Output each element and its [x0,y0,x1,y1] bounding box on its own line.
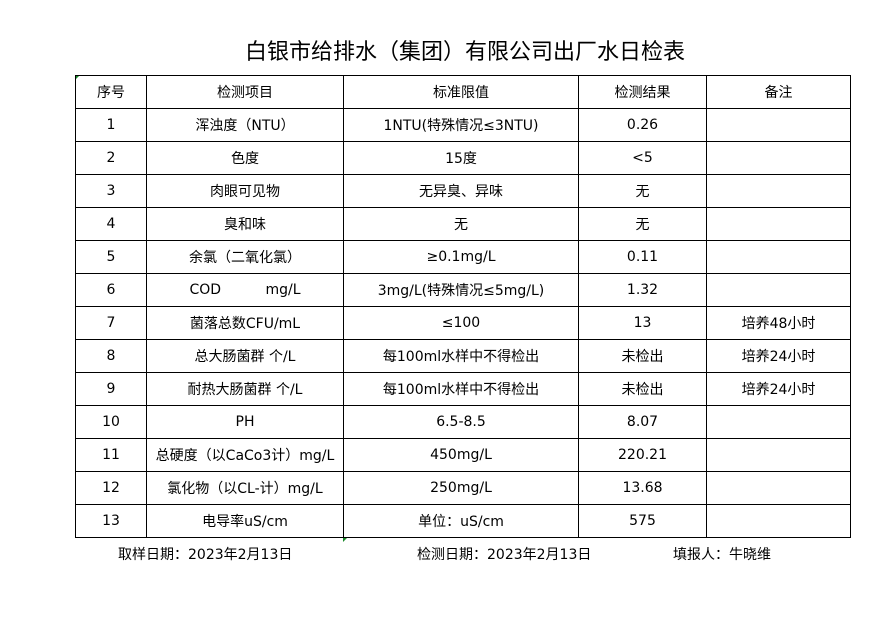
index-cell[interactable]: 9 [75,372,147,406]
standard-cell[interactable]: 15度 [343,141,579,175]
table-row: 8 总大肠菌群 个/L 每100ml水样中不得检出 未检出 培养24小时 [75,339,851,373]
index-cell[interactable]: 11 [75,438,147,472]
standard-cell[interactable]: 每100ml水样中不得检出 [343,372,579,406]
item-cell[interactable]: 菌落总数CFU/mL [146,306,344,340]
note-cell[interactable] [706,207,851,241]
note-cell[interactable] [706,174,851,208]
standard-cell[interactable]: 无异臭、异味 [343,174,579,208]
result-cell[interactable]: 无 [578,174,707,208]
note-cell[interactable] [706,240,851,274]
note-cell[interactable] [706,504,851,538]
item-cell[interactable]: 总硬度（以CaCo3计）mg/L [146,438,344,472]
index-cell[interactable]: 1 [75,108,147,142]
table-row: 10 PH 6.5-8.5 8.07 [75,405,851,439]
standard-cell[interactable]: 450mg/L [343,438,579,472]
item-cell[interactable]: 耐热大肠菌群 个/L [146,372,344,406]
header-row: 序号 检测项目 标准限值 检测结果 备注 [75,75,851,109]
table-row: 5 余氯（二氧化氯） ≥0.1mg/L 0.11 [75,240,851,274]
index-cell[interactable]: 6 [75,273,147,307]
note-cell[interactable] [706,108,851,142]
table-row: 2 色度 15度 <5 [75,141,851,175]
index-cell[interactable]: 7 [75,306,147,340]
standard-cell[interactable]: 标准限值 [343,75,579,109]
standard-cell[interactable]: 250mg/L [343,471,579,505]
item-cell[interactable]: 肉眼可见物 [146,174,344,208]
note-cell[interactable] [706,471,851,505]
note-cell[interactable] [706,438,851,472]
index-cell[interactable]: 4 [75,207,147,241]
result-cell[interactable]: 未检出 [578,372,707,406]
index-cell[interactable]: 12 [75,471,147,505]
result-cell[interactable]: 0.26 [578,108,707,142]
item-cell[interactable]: 余氯（二氧化氯） [146,240,344,274]
note-cell[interactable]: 培养24小时 [706,339,851,373]
table-row: 1 浑浊度（NTU） 1NTU(特殊情况≤3NTU) 0.26 [75,108,851,142]
item-cell[interactable]: 氯化物（以CL-计）mg/L [146,471,344,505]
sample-date: 取样日期：2023年2月13日 [118,547,293,563]
index-cell[interactable]: 3 [75,174,147,208]
standard-cell[interactable]: 1NTU(特殊情况≤3NTU) [343,108,579,142]
table-row: 13 电导率uS/cm 单位：uS/cm 575 [75,504,851,538]
note-cell[interactable]: 培养24小时 [706,372,851,406]
result-cell[interactable]: 未检出 [578,339,707,373]
item-cell[interactable]: 色度 [146,141,344,175]
table-row: 11 总硬度（以CaCo3计）mg/L 450mg/L 220.21 [75,438,851,472]
standard-cell[interactable]: ≥0.1mg/L [343,240,579,274]
result-cell[interactable]: 575 [578,504,707,538]
table-row: 4 臭和味无无 [75,207,851,241]
index-cell[interactable]: 13 [75,504,147,538]
item-cell[interactable]: PH [146,405,344,439]
table-row: 6 COD mg/L 3mg/L(特殊情况≤5mg/L) 1.32 [75,273,851,307]
table-row: 9 耐热大肠菌群 个/L 每100ml水样中不得检出 未检出 培养24小时 [75,372,851,406]
table-row: 12 氯化物（以CL-计）mg/L 250mg/L 13.68 [75,471,851,505]
test-date: 检测日期：2023年2月13日 [417,547,592,563]
standard-cell[interactable]: 单位：uS/cm [343,504,579,538]
result-cell[interactable]: 13 [578,306,707,340]
result-cell[interactable]: 无 [578,207,707,241]
standard-cell[interactable]: 无 [343,207,579,241]
note-cell[interactable] [706,141,851,175]
index-cell[interactable]: 2 [75,141,147,175]
standard-cell[interactable]: 每100ml水样中不得检出 [343,339,579,373]
standard-cell[interactable]: 3mg/L(特殊情况≤5mg/L) [343,273,579,307]
standard-cell[interactable]: ≤100 [343,306,579,340]
index-cell[interactable]: 序号 [75,75,147,109]
note-cell[interactable]: 培养48小时 [706,306,851,340]
item-cell[interactable]: 臭和味 [146,207,344,241]
table-row: 7 菌落总数CFU/mL ≤100 13 培养48小时 [75,306,851,340]
result-cell[interactable]: <5 [578,141,707,175]
item-cell[interactable]: 总大肠菌群 个/L [146,339,344,373]
standard-cell[interactable]: 6.5-8.5 [343,405,579,439]
note-cell[interactable]: 备注 [706,75,851,109]
result-cell[interactable]: 1.32 [578,273,707,307]
item-cell[interactable]: 电导率uS/cm [146,504,344,538]
item-cell[interactable]: 检测项目 [146,75,344,109]
reporter: 填报人：牛晓维 [673,547,771,563]
page-title: 白银市给排水（集团）有限公司出厂水日检表 [244,40,685,65]
table-row: 3 肉眼可见物 无异臭、异味无 [75,174,851,208]
result-cell[interactable]: 0.11 [578,240,707,274]
result-cell[interactable]: 13.68 [578,471,707,505]
item-cell[interactable]: COD mg/L [146,273,344,307]
item-cell[interactable]: 浑浊度（NTU） [146,108,344,142]
result-cell[interactable]: 8.07 [578,405,707,439]
note-cell[interactable] [706,273,851,307]
inspection-table: 序号 检测项目 标准限值 检测结果 备注 1 浑浊度（NTU） 1NTU(特殊情况≤3NTU)… [75,75,851,538]
index-cell[interactable]: 10 [75,405,147,439]
cell-marker [343,537,348,542]
note-cell[interactable] [706,405,851,439]
index-cell[interactable]: 5 [75,240,147,274]
result-cell[interactable]: 220.21 [578,438,707,472]
result-cell[interactable]: 检测结果 [578,75,707,109]
index-cell[interactable]: 8 [75,339,147,373]
